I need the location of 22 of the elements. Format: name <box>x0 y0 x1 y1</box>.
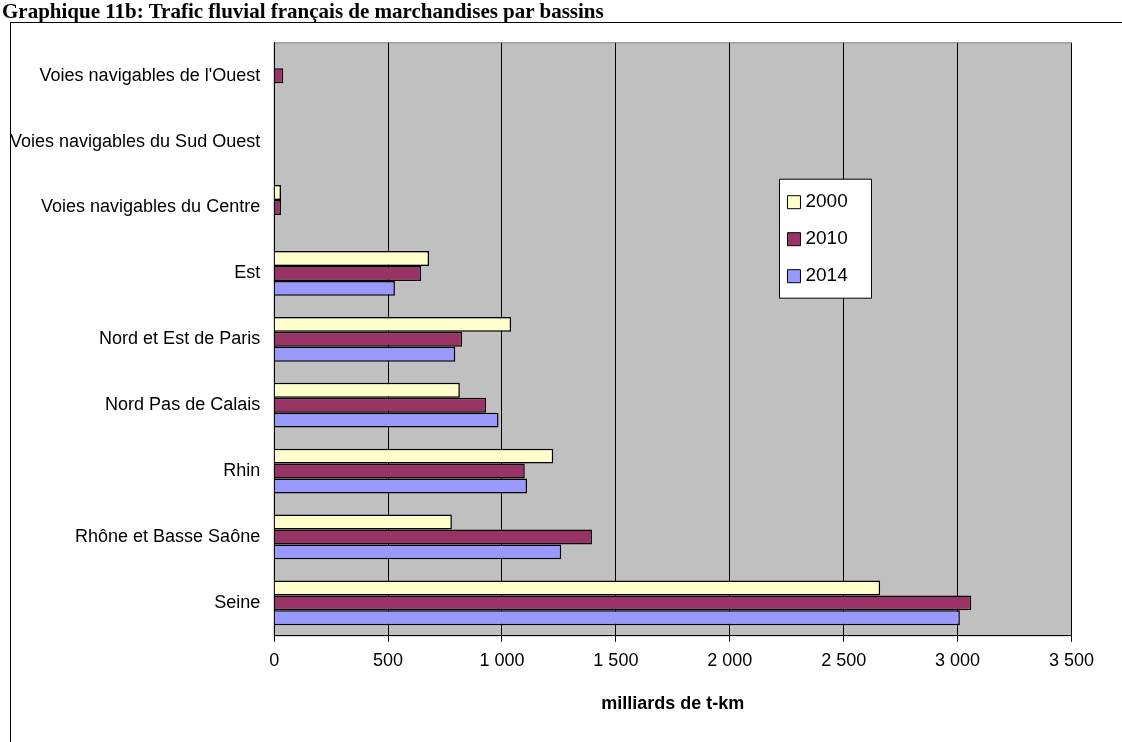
x-tick-label: 2 500 <box>821 649 867 670</box>
x-tick-label: 0 <box>269 649 280 670</box>
chart-title: Graphique 11b: Trafic fluvial français de marchandises par bassins <box>2 0 604 23</box>
x-tick-label: 3 000 <box>935 649 981 670</box>
y-tick-label: Nord Pas de Calais <box>105 394 261 415</box>
y-tick-label: Seine <box>214 591 261 612</box>
x-tick-label: 2 000 <box>707 649 753 670</box>
x-tick-label: 1 000 <box>479 649 525 670</box>
legend-label: 2010 <box>805 226 848 248</box>
y-tick-label: Nord et Est de Paris <box>99 328 261 349</box>
y-tick-label: Rhin <box>223 460 261 481</box>
x-tick-label: 1 500 <box>593 649 639 670</box>
legend-label: 2000 <box>805 189 848 211</box>
x-tick-label: 3 500 <box>1048 649 1094 670</box>
legend-label: 2014 <box>805 263 849 285</box>
y-tick-label: Est <box>234 262 261 283</box>
y-tick-label: Voies navigables du Sud Ouest <box>10 130 261 151</box>
x-tick-label: 500 <box>373 649 404 670</box>
y-tick-label: Rhône et Basse Saône <box>75 525 261 546</box>
y-tick-label: Voies navigables du Centre <box>41 196 261 217</box>
x-axis-title: milliards de t-km <box>601 693 745 714</box>
y-tick-label: Voies navigables de l'Ouest <box>39 64 261 85</box>
